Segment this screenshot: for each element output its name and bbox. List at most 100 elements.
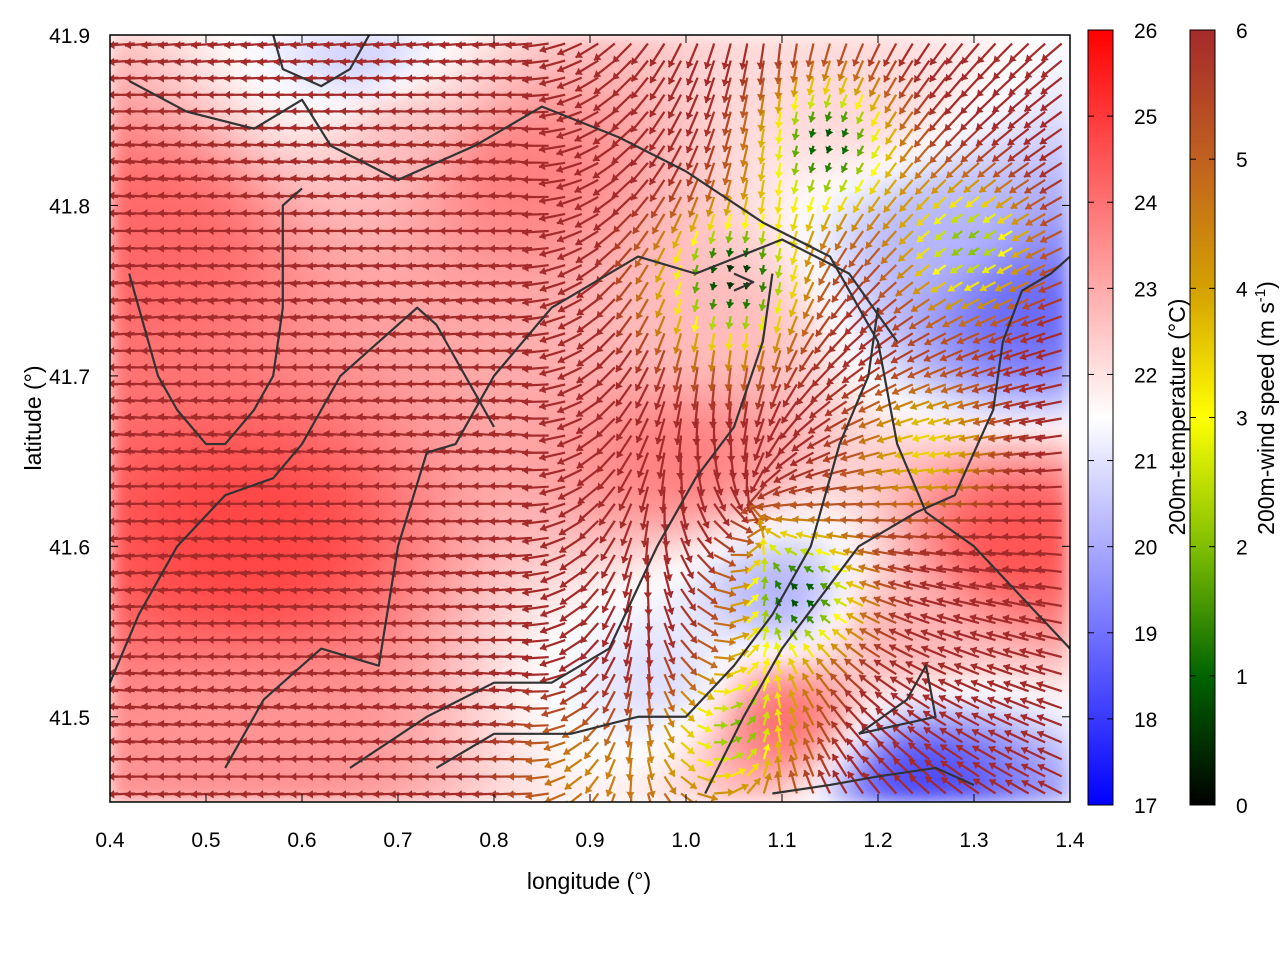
temperature-cell [370, 499, 391, 520]
temperature-cell [370, 479, 391, 500]
colorbar-tick-label: 3 [1236, 408, 1248, 431]
temperature-cell [490, 55, 511, 76]
temperature-cell [290, 216, 311, 237]
temperature-cell [910, 640, 931, 661]
temperature-cell [150, 479, 171, 500]
temperature-cell [790, 115, 811, 136]
temperature-cell [830, 35, 851, 56]
temperature-cell [970, 257, 991, 278]
colorbar-tick-label: 20 [1134, 537, 1157, 560]
temperature-cell [450, 216, 471, 237]
temperature-cell [230, 559, 251, 580]
temperature-cell [250, 660, 271, 681]
temperature-cell [890, 378, 911, 399]
temperature-cell [710, 458, 731, 479]
temperature-cell [970, 499, 991, 520]
temperature-cell [430, 499, 451, 520]
colorbar-tick-label: 6 [1236, 20, 1248, 43]
colorbar-tick-label: 17 [1134, 795, 1157, 818]
temperature-cell [690, 297, 711, 318]
temperature-cell [290, 337, 311, 358]
temperature-cell [190, 559, 211, 580]
temperature-cell [250, 216, 271, 237]
temperature-cell [970, 539, 991, 560]
temperature-cell [1050, 156, 1071, 177]
temperature-cell [250, 761, 271, 782]
temperature-cell [710, 701, 731, 722]
temperature-cell [230, 216, 251, 237]
temperature-cell [110, 337, 131, 358]
temperature-cell [650, 701, 671, 722]
temperature-cell [190, 499, 211, 520]
temperature-cell [890, 741, 911, 762]
temperature-cell [390, 216, 411, 237]
temperature-cell [650, 499, 671, 520]
y-tick-label: 41.9 [49, 25, 90, 48]
temperature-cell [870, 620, 891, 641]
temperature-cell [490, 600, 511, 621]
temperature-colorbar-label: 200m-temperature (°C) [1164, 299, 1190, 536]
temperature-cell [890, 196, 911, 217]
temperature-cell [690, 35, 711, 56]
temperature-cell [370, 277, 391, 298]
temperature-cell [870, 680, 891, 701]
temperature-cell [650, 479, 671, 500]
temperature-cell [330, 701, 351, 722]
temperature-cell [450, 55, 471, 76]
temperature-cell [670, 479, 691, 500]
temperature-cell [930, 781, 951, 802]
temperature-cell [1050, 579, 1071, 600]
temperature-cell [150, 55, 171, 76]
temperature-cell [590, 579, 611, 600]
temperature-cell [470, 781, 491, 802]
temperature-cell [430, 479, 451, 500]
temperature-cell [470, 337, 491, 358]
temperature-cell [330, 236, 351, 257]
x-tick-label: 1.1 [767, 829, 796, 852]
temperature-cell [370, 55, 391, 76]
temperature-cell [250, 156, 271, 177]
temperature-cell [790, 176, 811, 197]
temperature-cell [470, 701, 491, 722]
temperature-cell [410, 559, 431, 580]
temperature-cell [290, 660, 311, 681]
temperature-cell [790, 781, 811, 802]
temperature-cell [490, 559, 511, 580]
temperature-cell [330, 95, 351, 116]
temperature-cell [470, 115, 491, 136]
temperature-cell [930, 196, 951, 217]
temperature-cell [850, 257, 871, 278]
temperature-cell [190, 479, 211, 500]
temperature-cell [230, 156, 251, 177]
temperature-cell [390, 701, 411, 722]
temperature-cell [250, 600, 271, 621]
temperature-cell [690, 418, 711, 439]
temperature-cell [190, 277, 211, 298]
x-tick-label: 0.6 [287, 829, 316, 852]
windspeed-colorbar-label: 200m-wind speed (m s-1) [1252, 281, 1279, 535]
colorbar-tick-label: 1 [1236, 666, 1248, 689]
temperature-cell [490, 701, 511, 722]
temperature-cell [250, 781, 271, 802]
temperature-cell [410, 600, 431, 621]
temperature-cell [1030, 761, 1051, 782]
temperature-cell [110, 216, 131, 237]
temperature-cell [290, 761, 311, 782]
temperature-cell [870, 458, 891, 479]
windspeed-label-sup: -1 [1252, 289, 1269, 302]
x-tick-label: 0.9 [575, 829, 604, 852]
temperature-cell [370, 438, 391, 459]
temperature-cell [550, 55, 571, 76]
temperature-cell [470, 277, 491, 298]
temperature-cell [810, 640, 831, 661]
temperature-cell [430, 115, 451, 136]
temperature-cell [390, 55, 411, 76]
temperature-cell [910, 539, 931, 560]
temperature-cell [630, 236, 651, 257]
temperature-cell [450, 277, 471, 298]
temperature-cell [470, 499, 491, 520]
temperature-cell [290, 701, 311, 722]
temperature-cell [270, 479, 291, 500]
temperature-cell [930, 741, 951, 762]
colorbar-tick-label: 5 [1236, 149, 1248, 172]
